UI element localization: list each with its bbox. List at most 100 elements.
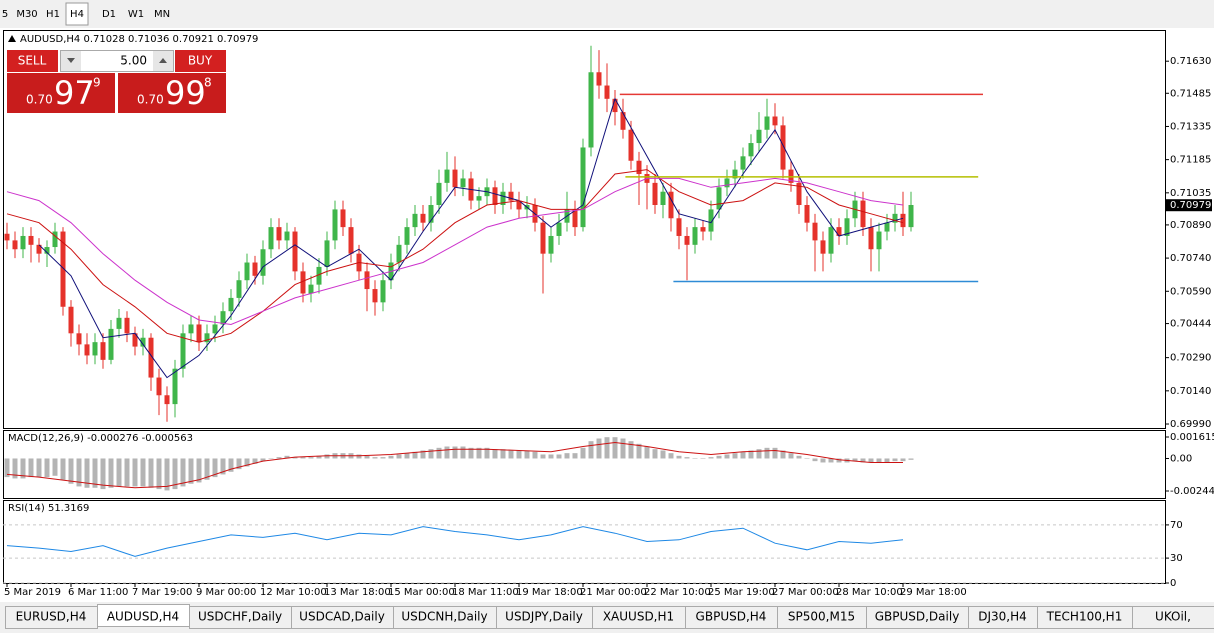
timeframe-label[interactable]: H4 bbox=[70, 9, 84, 20]
tab[interactable]: UKOil, bbox=[1132, 606, 1214, 629]
macd-bar bbox=[108, 458, 114, 488]
timeframe-button[interactable] bbox=[150, 3, 174, 25]
tab-label[interactable]: TECH100,H1 bbox=[1046, 610, 1123, 624]
macd-title: MACD(12,26,9) -0.000276 -0.000563 bbox=[8, 433, 193, 444]
buy-label[interactable]: BUY bbox=[188, 54, 213, 68]
tab[interactable]: GBPUSD,Daily bbox=[866, 606, 969, 629]
tab[interactable]: TECH100,H1 bbox=[1037, 606, 1133, 629]
ask-box[interactable] bbox=[118, 73, 226, 113]
candle-body bbox=[36, 244, 42, 254]
lots-input[interactable] bbox=[60, 50, 174, 72]
candle-body bbox=[76, 333, 82, 345]
tab-label[interactable]: AUDUSD,H4 bbox=[107, 610, 179, 624]
macd-bar bbox=[380, 457, 386, 459]
candle-body bbox=[820, 240, 826, 254]
tab[interactable]: USDJPY,Daily bbox=[496, 606, 593, 629]
candle-body bbox=[660, 191, 666, 205]
timeframe-label[interactable]: 5 bbox=[2, 9, 8, 20]
candle-body bbox=[108, 328, 114, 360]
timeframe-button[interactable] bbox=[0, 3, 10, 25]
tab-label[interactable]: USDCHF,Daily bbox=[198, 610, 282, 624]
timeframe-button[interactable] bbox=[14, 3, 40, 25]
tab-label[interactable]: EURUSD,H4 bbox=[16, 610, 87, 624]
macd-bar bbox=[764, 447, 770, 459]
macd-bar bbox=[780, 450, 786, 459]
tab-label[interactable]: USDJPY,Daily bbox=[505, 610, 583, 624]
candle-body bbox=[756, 129, 762, 144]
tab[interactable]: USDCAD,Daily bbox=[291, 606, 394, 629]
macd-bar bbox=[652, 449, 658, 459]
y-tick-label: 0.71035 bbox=[1170, 188, 1211, 199]
tab-label[interactable]: USDCNH,Daily bbox=[401, 610, 487, 624]
bid-big: 0.70 bbox=[26, 93, 53, 107]
moving-average bbox=[6, 169, 904, 343]
candle-body bbox=[428, 204, 434, 223]
timeframe-button[interactable] bbox=[42, 3, 64, 25]
candle-body bbox=[148, 337, 154, 378]
bid-box[interactable] bbox=[7, 73, 115, 113]
timeframe-label[interactable]: MN bbox=[154, 9, 170, 20]
candle-body bbox=[516, 200, 522, 210]
rsi-line bbox=[6, 526, 904, 557]
tab[interactable]: SP500,M15 bbox=[777, 606, 867, 629]
candle-body bbox=[452, 169, 458, 188]
macd-bar bbox=[444, 446, 450, 459]
tab-label[interactable]: UKOil, bbox=[1155, 610, 1191, 624]
tab[interactable]: USDCHF,Daily bbox=[189, 606, 292, 629]
sell-label[interactable]: SELL bbox=[18, 54, 47, 68]
tab-label[interactable]: GBPUSD,Daily bbox=[875, 610, 960, 624]
candle-body bbox=[828, 227, 834, 254]
macd-bar bbox=[228, 458, 234, 472]
macd-bar bbox=[140, 458, 146, 487]
tab-label[interactable]: DJ30,H4 bbox=[978, 610, 1027, 624]
tab[interactable]: EURUSD,H4 bbox=[5, 606, 98, 629]
tab-label[interactable]: XAUUSD,H1 bbox=[603, 610, 674, 624]
tab[interactable]: GBPUSD,H4 bbox=[685, 606, 778, 629]
candle-body bbox=[692, 227, 698, 245]
tab-label[interactable]: GBPUSD,H4 bbox=[696, 610, 767, 624]
macd-bar bbox=[660, 450, 666, 459]
tab-label[interactable]: USDCAD,Daily bbox=[299, 610, 385, 624]
buy-button[interactable] bbox=[175, 50, 226, 72]
macd-bar bbox=[420, 450, 426, 459]
lots-value[interactable]: 5.00 bbox=[120, 54, 147, 68]
tab-label[interactable]: SP500,M15 bbox=[788, 610, 855, 624]
tab[interactable]: AUDUSD,H4 bbox=[97, 604, 190, 627]
tab[interactable]: DJ30,H4 bbox=[968, 606, 1038, 629]
timeframe-button[interactable] bbox=[65, 2, 89, 26]
candle-body bbox=[4, 233, 10, 241]
macd-bar bbox=[172, 458, 178, 490]
timeframe-label[interactable]: M30 bbox=[16, 9, 37, 20]
tab[interactable]: XAUUSD,H1 bbox=[592, 606, 686, 629]
macd-bar bbox=[404, 453, 410, 459]
candle-body bbox=[372, 289, 378, 303]
candle-body bbox=[188, 324, 194, 334]
macd-signal bbox=[6, 441, 903, 489]
candle-body bbox=[444, 169, 450, 183]
timeframe-button[interactable] bbox=[124, 3, 148, 25]
rsi-frame bbox=[3, 500, 1166, 584]
candle-body bbox=[260, 249, 266, 276]
y-tick-label: 0.69990 bbox=[1170, 419, 1211, 430]
main-title: AUDUSD,H4 0.71028 0.71036 0.70921 0.7097… bbox=[20, 34, 258, 45]
candle-body bbox=[324, 240, 330, 267]
timeframe-label[interactable]: W1 bbox=[128, 9, 144, 20]
tab[interactable]: USDCNH,Daily bbox=[393, 606, 497, 629]
x-tick-label: 28 Mar 10:00 bbox=[836, 587, 903, 598]
timeframe-label[interactable]: D1 bbox=[102, 9, 116, 20]
candle-body bbox=[404, 227, 410, 245]
timeframe-label[interactable]: H1 bbox=[46, 9, 60, 20]
candle-body bbox=[844, 218, 850, 236]
tab-box[interactable] bbox=[1132, 606, 1214, 629]
candle-body bbox=[332, 209, 338, 241]
timeframe-button[interactable] bbox=[96, 3, 122, 25]
candle-body bbox=[348, 227, 354, 254]
candle-body bbox=[52, 231, 58, 248]
candle-body bbox=[740, 156, 746, 170]
macd-bar bbox=[884, 458, 890, 463]
sell-button[interactable] bbox=[7, 50, 58, 72]
macd-bar bbox=[564, 453, 570, 459]
macd-bar bbox=[396, 454, 402, 459]
macd-bar bbox=[532, 451, 538, 459]
